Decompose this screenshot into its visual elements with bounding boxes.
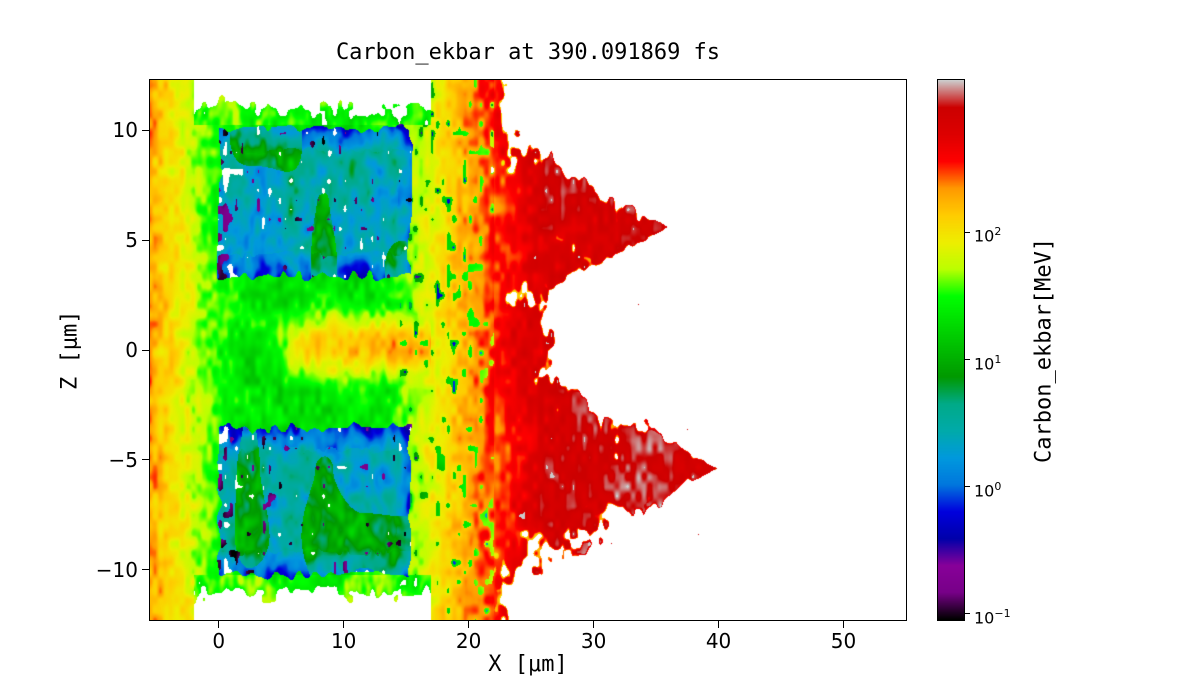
z-tick-label: 10 <box>112 118 138 143</box>
z-tick-label: 5 <box>125 228 138 253</box>
x-axis-label: X [μm] <box>488 652 568 677</box>
colorbar-tick-exponent: 2 <box>994 225 1002 239</box>
x-tick-mark <box>718 621 720 628</box>
colorbar <box>937 79 965 621</box>
chart-title: Carbon_ekbar at 390.091869 fs <box>335 40 721 65</box>
z-tick-mark <box>142 129 149 131</box>
colorbar-tick-base: 10 <box>974 480 995 500</box>
colorbar-tick-exponent: 0 <box>994 479 1002 493</box>
x-tick-mark <box>343 621 345 628</box>
x-tick-mark <box>218 621 220 628</box>
colorbar-tick-mark <box>964 231 970 233</box>
z-tick-mark <box>142 569 149 570</box>
x-tick-label: 20 <box>455 629 482 653</box>
z-tick-label: 0 <box>125 338 138 362</box>
colorbar-tick-label: 100 <box>974 476 1002 500</box>
z-tick-mark <box>142 239 149 241</box>
colorbar-tick-exponent: −1 <box>994 606 1011 620</box>
x-tick-label: 0 <box>212 629 226 653</box>
x-tick-label: 10 <box>330 629 357 653</box>
colorbar-tick-exponent: 1 <box>994 352 1002 366</box>
colorbar-canvas <box>938 80 964 620</box>
z-tick-label: −10 <box>95 557 138 582</box>
colorbar-tick-base: 10 <box>974 607 995 627</box>
colorbar-tick-mark <box>964 359 970 361</box>
x-tick-mark <box>843 621 845 628</box>
heatmap-plot-area <box>149 79 907 621</box>
z-tick-mark <box>142 349 149 351</box>
colorbar-tick-label: 10−1 <box>974 603 1011 627</box>
colorbar-tick-mark <box>964 613 970 615</box>
x-tick-mark <box>468 621 470 628</box>
colorbar-tick-base: 10 <box>974 353 995 373</box>
colorbar-tick-mark <box>964 486 970 488</box>
z-tick-label: −5 <box>108 447 138 472</box>
x-tick-mark <box>593 621 595 628</box>
x-tick-label: 30 <box>580 629 607 653</box>
x-tick-label: 40 <box>705 629 732 653</box>
colorbar-tick-label: 102 <box>974 221 1002 246</box>
colorbar-tick-label: 101 <box>974 349 1002 373</box>
heatmap-canvas <box>150 80 906 620</box>
colorbar-tick-base: 10 <box>974 226 995 246</box>
z-tick-mark <box>142 459 149 461</box>
x-tick-label: 50 <box>830 629 857 653</box>
colorbar-label: Carbon_ekbar[MeV] <box>1031 237 1057 463</box>
